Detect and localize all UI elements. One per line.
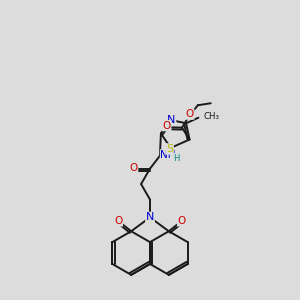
- Text: S: S: [166, 144, 173, 154]
- Text: O: O: [178, 216, 186, 226]
- Text: O: O: [114, 216, 122, 226]
- Text: O: O: [163, 121, 171, 130]
- Text: H: H: [174, 154, 180, 163]
- Text: O: O: [186, 109, 194, 119]
- Text: CH₃: CH₃: [204, 112, 220, 121]
- Text: N: N: [146, 212, 154, 222]
- Text: NH: NH: [160, 150, 176, 160]
- Text: N: N: [167, 115, 176, 125]
- Text: O: O: [129, 163, 138, 173]
